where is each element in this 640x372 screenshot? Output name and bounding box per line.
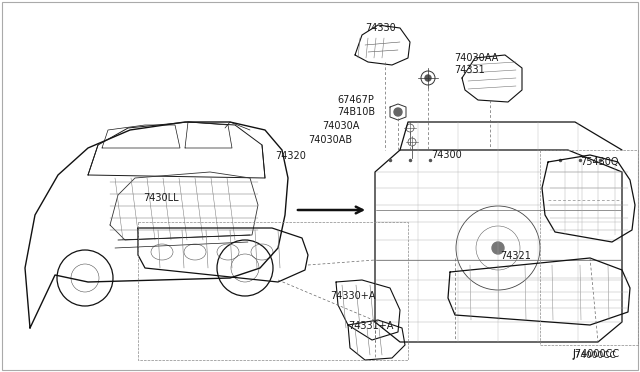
Text: 74331+A: 74331+A — [348, 321, 394, 331]
Text: 75430Q: 75430Q — [580, 157, 618, 167]
Text: 74330+A: 74330+A — [330, 291, 376, 301]
Text: 74330: 74330 — [365, 23, 396, 33]
Circle shape — [492, 242, 504, 254]
Text: J74000CC: J74000CC — [572, 349, 619, 359]
Text: J74000CC: J74000CC — [572, 352, 616, 360]
Text: 74030A: 74030A — [322, 121, 360, 131]
Text: 74331: 74331 — [454, 65, 484, 75]
Text: 74321: 74321 — [500, 251, 531, 261]
Circle shape — [425, 75, 431, 81]
Text: 74030AB: 74030AB — [308, 135, 352, 145]
Text: 74300: 74300 — [431, 150, 461, 160]
Text: 7430LL: 7430LL — [143, 193, 179, 203]
Circle shape — [394, 108, 402, 116]
Text: 74B10B: 74B10B — [337, 107, 375, 117]
Text: 67467P: 67467P — [337, 95, 374, 105]
Text: 74030AA: 74030AA — [454, 53, 499, 63]
Text: 74320: 74320 — [275, 151, 306, 161]
